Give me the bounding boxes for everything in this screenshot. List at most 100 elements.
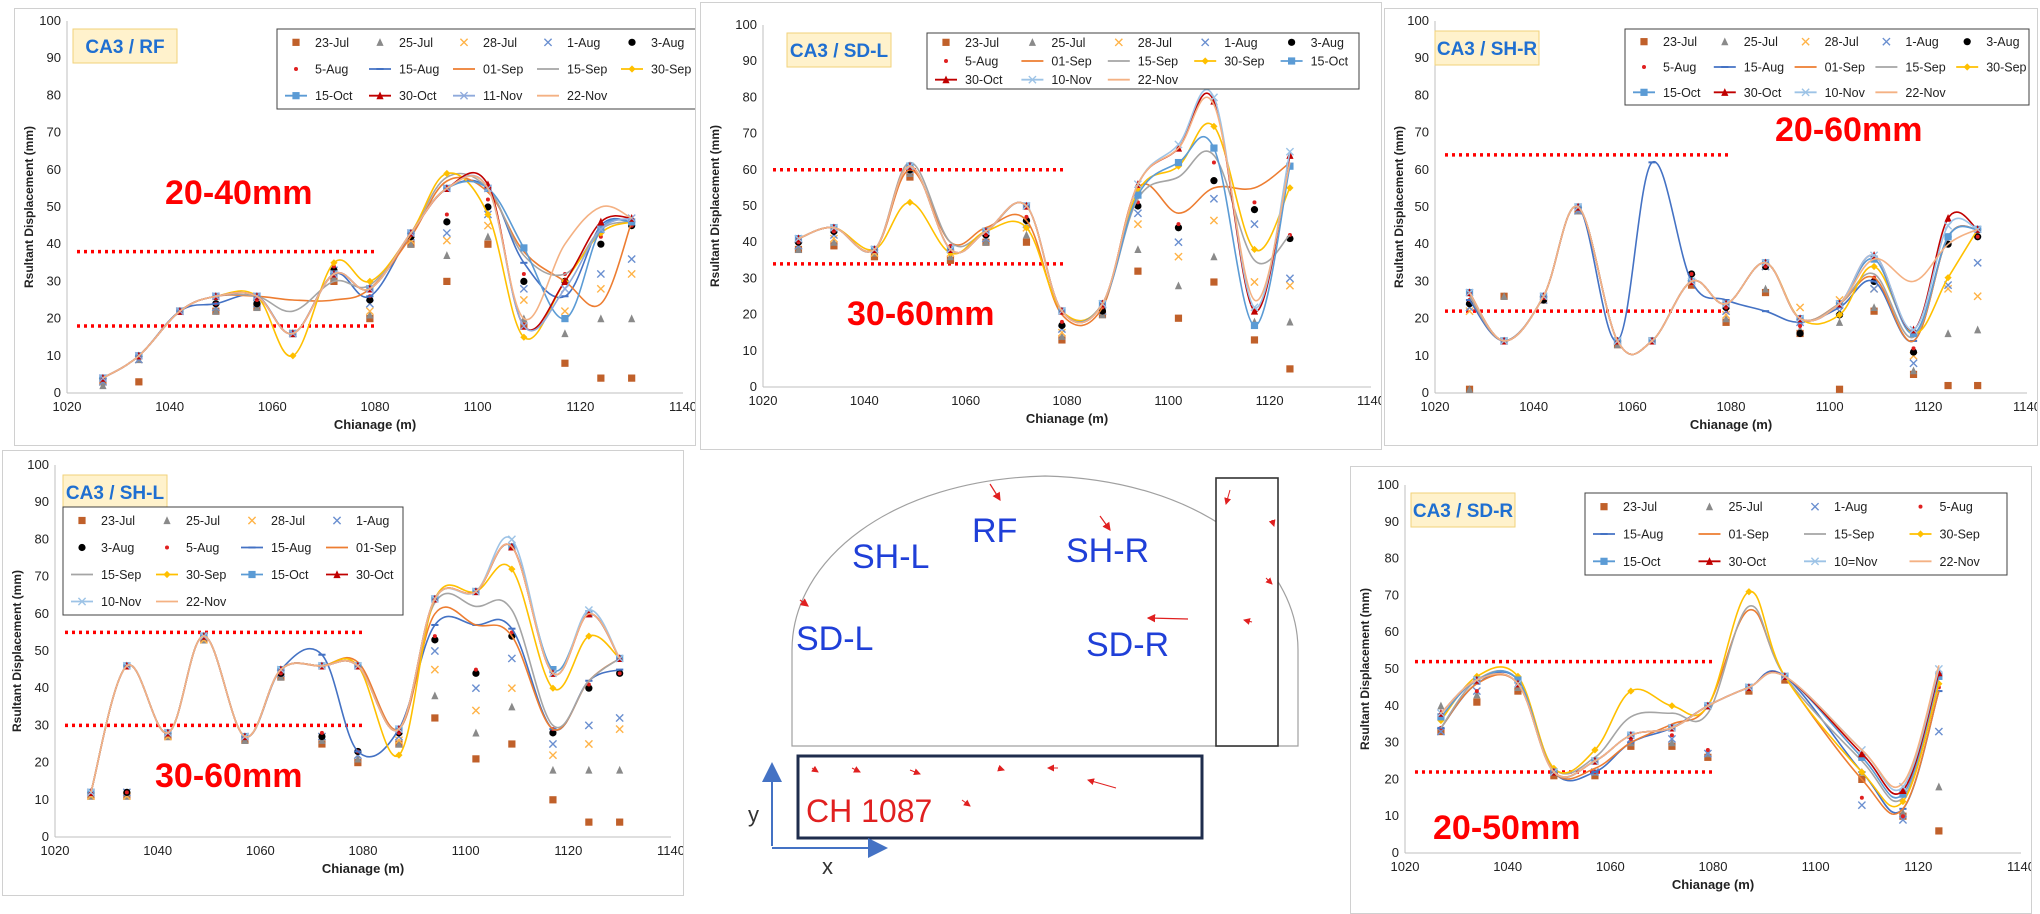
sdr-x-tick-label: 1020: [1391, 859, 1420, 874]
shl-point-1-Aug: [430, 646, 439, 656]
rf-point-28-Jul: [519, 295, 528, 305]
shl-y-tick-label: 90: [35, 494, 49, 509]
shr-point-1-Aug: [1909, 359, 1918, 368]
sdl-legend-entry: 30-Oct: [965, 73, 1003, 87]
shr-x-tick-label: 1140: [2013, 399, 2037, 414]
shr-legend-entry: 30-Oct: [1744, 86, 1782, 100]
shr-point-23-Jul: [1835, 385, 1844, 393]
shl-point-25-Jul: [508, 702, 516, 711]
shr-x-tick-label: 1100: [1816, 399, 1844, 414]
shr-legend-entry: 3-Aug: [1986, 35, 2019, 49]
rf-point-23-Jul: [484, 240, 492, 248]
rf-point-15-Oct: [561, 315, 569, 323]
shl-point-25-Jul: [585, 765, 593, 774]
sdl-series-line-22-Nov: [798, 96, 1291, 324]
sdr-point-25-Jul: [1899, 808, 1907, 817]
sdr-point-5-Aug: [1900, 814, 1905, 819]
sdl-point-25-Jul: [1286, 317, 1294, 326]
sdl-point-15-Oct: [1250, 321, 1259, 330]
sdl-point-3-Aug: [1058, 321, 1066, 330]
sdr-point-5-Aug: [1474, 689, 1479, 694]
rf-point-23-Jul: [443, 277, 451, 285]
disp-arrow-rf: [989, 483, 1001, 502]
shr-point-10-Nov: [1909, 325, 1918, 334]
shr-legend-entry: 1-Aug: [1905, 35, 1938, 49]
rf-legend-entry: 28-Jul: [483, 36, 517, 50]
shr-point-15-Aug: [1796, 321, 1804, 324]
sdl-point-30-Oct: [1250, 306, 1259, 315]
shr-point-23-Jul: [1944, 381, 1952, 390]
shr-point-10-Nov: [1869, 251, 1879, 260]
rf-point-25-Jul: [366, 310, 374, 319]
shr-legend-entry: 25-Jul: [1744, 35, 1778, 49]
shl-legend-entry: 15-Sep: [101, 568, 141, 582]
side-view-box: [1215, 477, 1279, 747]
rf-point-30-Sep: [484, 210, 492, 219]
rf-chart-title: CA3 / RF: [85, 37, 164, 58]
sdl-point-3-Aug: [1250, 206, 1259, 214]
shr-point-15-Oct: [1944, 233, 1952, 241]
diagram-label-shr: SH-R: [1066, 532, 1149, 570]
sdr-legend-entry: 25-Jul: [1729, 500, 1763, 514]
sdr-y-tick-label: 40: [1385, 698, 1399, 713]
rf-x-tick-label: 1060: [258, 399, 287, 414]
shr-point-10-Nov: [1465, 288, 1474, 297]
rf-x-axis-title: Chianage (m): [334, 417, 416, 432]
sdr-legend: 23-Jul 25-Jul 1-Aug 5-Aug 15-Aug 01-Sep 15-Sep…: [1584, 492, 2008, 576]
sdl-point-25-Jul: [1134, 245, 1142, 254]
shl-y-tick-label: 80: [35, 531, 49, 546]
rf-x-tick-label: 1080: [361, 399, 390, 414]
rf-x-tick-label: 1100: [464, 399, 492, 414]
sdr-point-1-Aug: [1436, 727, 1446, 736]
sdl-x-tick-label: 1140: [1357, 393, 1381, 408]
sdr-point-25-Jul: [1935, 782, 1943, 791]
sdl-point-23-Jul: [1286, 365, 1294, 373]
rf-point-1-Aug: [442, 228, 451, 238]
shl-point-30-Sep: [508, 565, 516, 573]
sdl-point-5-Aug: [1252, 200, 1257, 205]
shl-x-axis-title: Chianage (m): [322, 861, 404, 876]
sdl-point-28-Jul: [1133, 220, 1143, 229]
rf-point-28-Jul: [483, 221, 493, 230]
shr-point-25-Jul: [1944, 329, 1952, 338]
sdl-point-15-Oct: [1210, 144, 1218, 152]
sdl-legend-marker: [1028, 75, 1037, 84]
shr-y-tick-label: 80: [1415, 87, 1429, 102]
shr-point-28-Jul: [1795, 303, 1805, 312]
sdr-legend-entry: 01-Sep: [1729, 528, 1769, 542]
sdl-legend-marker: [1201, 38, 1210, 47]
shr-point-30-Sep: [1944, 274, 1952, 282]
shl-x-tick-label: 1100: [452, 843, 480, 858]
shl-title-background: [62, 474, 168, 510]
shr-x-tick-label: 1080: [1717, 399, 1746, 414]
shr-point-23-Jul: [1909, 370, 1918, 378]
shl-point-23-Jul: [472, 755, 480, 763]
rf-legend-entry: 15-Oct: [315, 89, 353, 103]
rf-point-1-Aug: [627, 254, 636, 264]
shl-legend-entry: 30-Sep: [186, 568, 226, 582]
sdr-x-axis-title: Chianage (m): [1672, 877, 1754, 892]
sdr-y-tick-label: 90: [1385, 514, 1399, 529]
shl-point-10-Nov: [507, 535, 516, 544]
shl-point-3-Aug: [549, 729, 557, 737]
shr-point-10-Nov: [1943, 221, 1953, 230]
sdl-y-tick-label: 80: [743, 89, 757, 104]
shl-legend: 23-Jul 25-Jul 28-Jul 1-Aug 3-Aug 5-Aug 15-Aug 0…: [62, 506, 404, 616]
shl-point-25-Jul: [549, 765, 557, 774]
sdr-y-axis-title: Rsultant Displacement (mm): [1358, 588, 1372, 750]
shl-point-15-Aug: [616, 668, 624, 671]
shl-point-1-Aug: [615, 713, 624, 723]
plan-arrow-2: [851, 766, 861, 773]
sdr-legend-marker: [1705, 557, 1714, 565]
shl-point-3-Aug: [585, 684, 593, 692]
sdl-point-25-Jul: [1210, 252, 1218, 261]
sdr-legend-marker: [1600, 533, 1608, 535]
shl-y-tick-label: 40: [35, 680, 49, 695]
sdl-point-30-Sep: [1286, 184, 1294, 192]
sdl-legend-entry: 15-Oct: [1311, 55, 1349, 69]
sdl-point-28-Jul: [1250, 277, 1259, 287]
tunnel-profile: [791, 475, 1299, 747]
sdl-point-30-Sep: [1022, 224, 1031, 232]
rf-legend-entry: 11-Nov: [483, 89, 523, 103]
